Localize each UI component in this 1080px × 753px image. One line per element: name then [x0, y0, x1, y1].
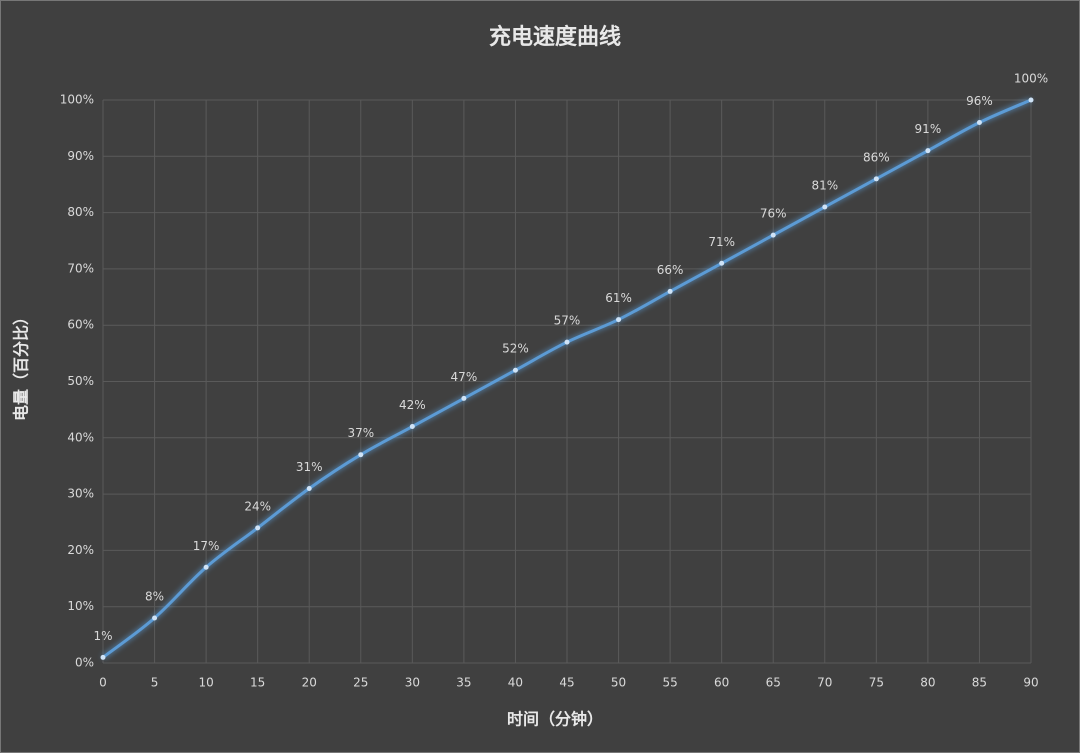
- data-point: [873, 176, 879, 182]
- y-tick-label: 50%: [67, 374, 94, 388]
- data-point: [616, 317, 622, 323]
- y-tick-label: 90%: [67, 149, 94, 163]
- data-point: [925, 148, 931, 154]
- x-tick-label: 45: [559, 676, 574, 690]
- data-label: 96%: [966, 94, 993, 108]
- data-point: [409, 424, 415, 430]
- x-tick-label: 90: [1023, 676, 1038, 690]
- data-label: 76%: [760, 207, 787, 221]
- data-label: 52%: [502, 342, 529, 356]
- data-point: [461, 395, 467, 401]
- y-tick-label: 30%: [67, 487, 94, 501]
- data-label: 1%: [93, 629, 112, 643]
- y-axis-label: 电量（百分比）: [12, 309, 31, 421]
- data-label: 24%: [244, 499, 271, 513]
- x-tick-label: 55: [662, 676, 677, 690]
- x-tick-label: 30: [405, 676, 420, 690]
- data-label: 47%: [451, 370, 478, 384]
- chart-title: 充电速度曲线: [489, 24, 621, 50]
- data-point: [564, 339, 570, 345]
- data-point: [255, 525, 261, 531]
- data-point: [667, 288, 673, 294]
- y-tick-label: 20%: [67, 543, 94, 557]
- x-tick-label: 40: [508, 676, 523, 690]
- data-label: 66%: [657, 263, 684, 277]
- x-tick-label: 10: [198, 676, 213, 690]
- data-point: [358, 452, 364, 458]
- data-point: [770, 232, 776, 238]
- x-tick-label: 65: [766, 676, 781, 690]
- x-tick-label: 0: [99, 676, 107, 690]
- data-point: [306, 485, 312, 491]
- y-tick-label: 80%: [67, 205, 94, 219]
- y-tick-label: 0%: [75, 656, 94, 670]
- data-label: 57%: [554, 314, 581, 328]
- data-point: [1028, 97, 1034, 103]
- x-tick-label: 80: [920, 676, 935, 690]
- data-point: [100, 654, 106, 660]
- y-tick-label: 100%: [60, 93, 94, 107]
- x-tick-label: 5: [151, 676, 159, 690]
- x-tick-label: 50: [611, 676, 626, 690]
- x-tick-label: 15: [250, 676, 265, 690]
- data-label: 91%: [915, 122, 942, 136]
- y-tick-label: 40%: [67, 430, 94, 444]
- x-tick-label: 35: [456, 676, 471, 690]
- x-tick-label: 25: [353, 676, 368, 690]
- data-point: [822, 204, 828, 210]
- data-point: [512, 367, 518, 373]
- x-tick-label: 60: [714, 676, 729, 690]
- data-point: [152, 615, 158, 621]
- data-label: 31%: [296, 460, 323, 474]
- data-point: [203, 564, 209, 570]
- x-tick-label: 75: [869, 676, 884, 690]
- data-label: 61%: [605, 291, 632, 305]
- data-label: 37%: [347, 426, 374, 440]
- y-tick-label: 10%: [67, 599, 94, 613]
- data-label: 86%: [863, 150, 890, 164]
- data-label: 100%: [1014, 72, 1048, 86]
- data-label: 8%: [145, 589, 164, 603]
- data-point: [719, 260, 725, 266]
- y-tick-label: 60%: [67, 318, 94, 332]
- x-tick-label: 20: [302, 676, 317, 690]
- y-tick-label: 70%: [67, 261, 94, 275]
- data-label: 42%: [399, 398, 426, 412]
- x-tick-label: 85: [972, 676, 987, 690]
- x-axis-label: 时间（分钟）: [507, 710, 603, 729]
- x-tick-label: 70: [817, 676, 832, 690]
- data-label: 81%: [811, 178, 838, 192]
- data-label: 71%: [708, 235, 735, 249]
- data-label: 17%: [193, 539, 220, 553]
- data-point: [976, 120, 982, 126]
